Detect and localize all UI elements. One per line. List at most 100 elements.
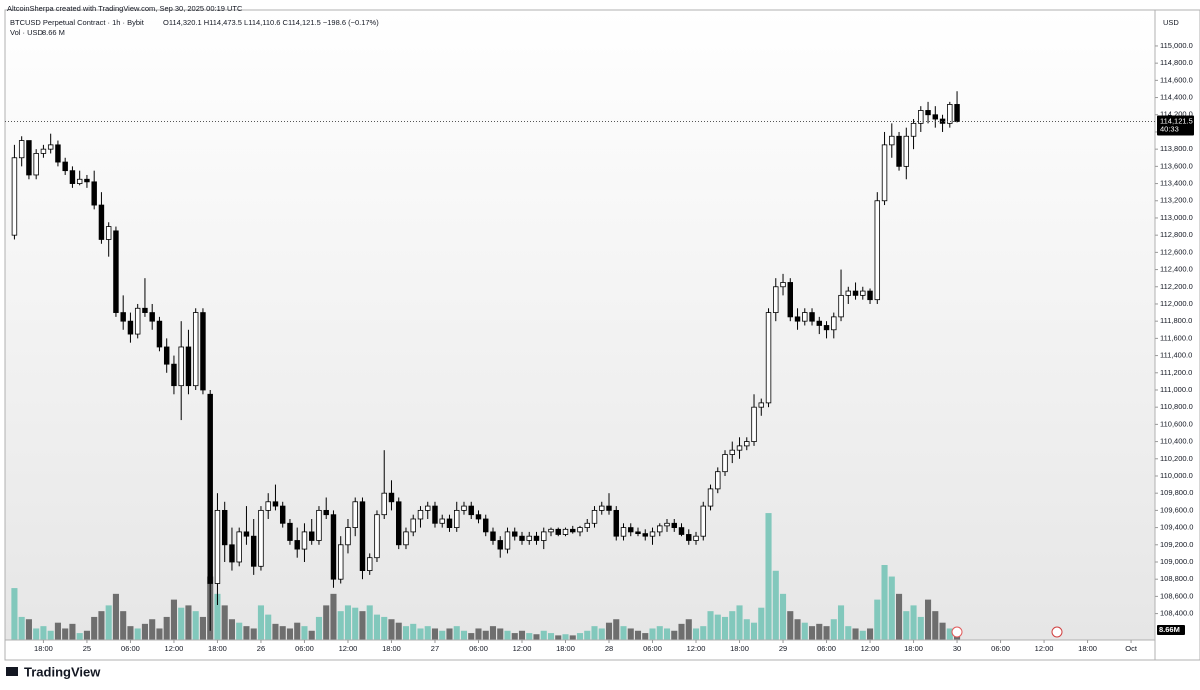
volume-bar (526, 633, 533, 640)
volume-bar (395, 622, 402, 640)
candle-body (809, 312, 815, 322)
candle-body (432, 505, 438, 524)
volume-bar (417, 628, 424, 640)
y-tick-label: 112,400.0 (1160, 265, 1193, 274)
candle-body (40, 148, 47, 154)
candle-body (294, 540, 300, 550)
candle-body (120, 312, 126, 322)
candle-body (678, 527, 685, 535)
volume-bar (120, 611, 127, 640)
volume-bar (750, 622, 758, 640)
y-tick-label: 109,200.0 (1160, 540, 1193, 549)
candle-body (780, 282, 786, 288)
candle-body (657, 525, 663, 533)
candle-body (11, 157, 18, 236)
volume-bar (105, 605, 112, 640)
candle-body (910, 122, 917, 137)
volume-bar (917, 616, 924, 640)
candle-body (628, 527, 634, 533)
currency: USD (1163, 18, 1179, 27)
volume-bar (605, 622, 613, 640)
candle-body (519, 535, 525, 541)
y-tick-label: 109,000.0 (1160, 557, 1193, 566)
volume-bar (511, 633, 518, 640)
volume-bar (83, 630, 90, 640)
x-tick-label: 12:00 (861, 644, 880, 653)
volume-bar (758, 607, 765, 640)
event-icon[interactable] (951, 626, 963, 638)
candle-body (98, 204, 105, 240)
y-tick-label: 112,800.0 (1160, 230, 1193, 239)
volume-bar (598, 628, 605, 640)
volume-bar (431, 628, 439, 640)
volume-bar (265, 614, 272, 640)
candle-body (156, 320, 163, 348)
x-tick-label: 30 (953, 644, 961, 653)
volume-bar (381, 616, 388, 640)
x-tick-label: 18:00 (730, 644, 749, 653)
x-tick-label: 06:00 (469, 644, 488, 653)
candle-body (526, 535, 532, 541)
volume-bar (141, 623, 148, 640)
volume-bar (257, 605, 265, 640)
candle-body (316, 509, 322, 541)
volume-bar (932, 611, 939, 640)
volume-bar (40, 626, 47, 640)
candle-body (613, 509, 619, 537)
candle-body (134, 307, 141, 335)
y-tick-label: 110,600.0 (1160, 419, 1193, 428)
volume-bar (410, 623, 417, 640)
candle-body (221, 509, 228, 546)
x-tick-label: Oct (1125, 644, 1138, 653)
y-tick-label: 108,600.0 (1160, 591, 1193, 600)
volume-bar (294, 622, 301, 640)
last-price-tag (1157, 115, 1194, 136)
candle-body (954, 104, 960, 122)
volume-bar (497, 628, 504, 640)
candle-body (903, 135, 910, 167)
volume-bar (613, 619, 620, 640)
y-tick-label: 115,000.0 (1160, 41, 1193, 50)
ohlc: O114,320.1 H114,473.5 L114,110.6 C114,12… (163, 18, 379, 27)
x-tick-label: 12:00 (339, 644, 358, 653)
candle-body (185, 346, 192, 387)
event-icon[interactable] (1051, 626, 1063, 638)
candle-body (279, 505, 286, 524)
candle-body (33, 153, 39, 176)
volume-bar (272, 623, 279, 640)
volume-bar (323, 605, 330, 640)
candle-body (200, 312, 206, 391)
volume-bar (98, 611, 105, 640)
volume-bar (228, 619, 235, 640)
x-tick-label: 06:00 (121, 644, 140, 653)
candle-body (105, 226, 112, 240)
candle-body (852, 290, 859, 296)
candle-body (874, 200, 881, 301)
x-tick-label: 25 (83, 644, 91, 653)
candle-body (918, 110, 924, 124)
volume-bar (301, 626, 308, 640)
volume-bar (743, 619, 750, 640)
candle-body (337, 544, 344, 580)
candle-body (700, 505, 706, 537)
brand: TradingView (24, 664, 101, 679)
x-tick-label: 06:00 (817, 644, 836, 653)
x-tick-label: 18:00 (208, 644, 227, 653)
x-tick-label: 06:00 (991, 644, 1010, 653)
volume-bar (308, 630, 315, 640)
candle-body (715, 471, 721, 490)
candle-body (55, 144, 61, 163)
candle-body (163, 346, 170, 365)
candle-body (541, 531, 547, 541)
volume-bar (127, 626, 134, 640)
candle-body (765, 312, 772, 404)
candle-body (584, 522, 590, 528)
x-tick-label: 12:00 (513, 644, 532, 653)
volume-bar (47, 630, 54, 640)
x-tick-label: 18:00 (904, 644, 923, 653)
y-tick-label: 109,600.0 (1160, 505, 1193, 514)
volume-bar (424, 626, 431, 640)
volume-bar (69, 623, 76, 640)
volume-bar (453, 626, 460, 640)
